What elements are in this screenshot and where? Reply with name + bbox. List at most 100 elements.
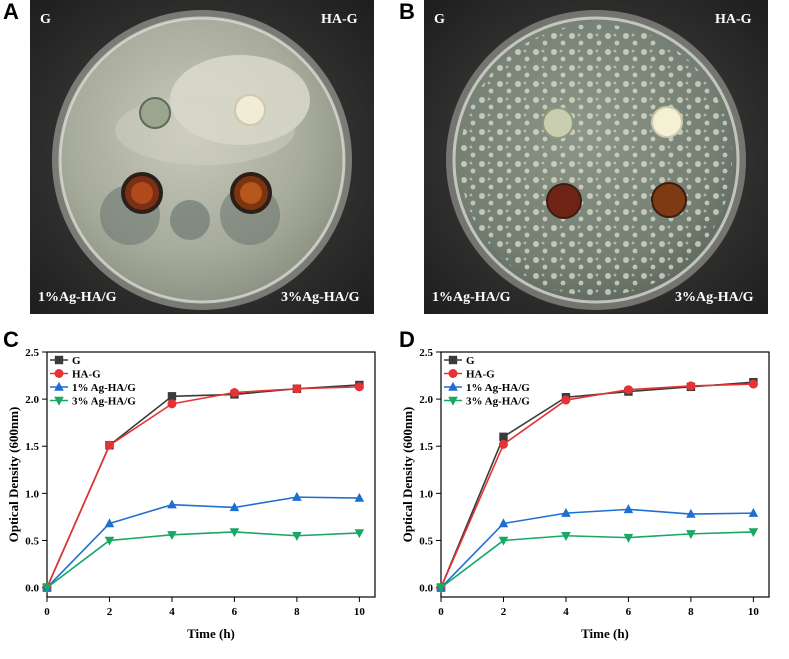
chart-c-plot-frame [46,351,376,598]
chart-c-data-point [104,440,114,450]
chart-c-x-tick-label: 4 [169,606,175,618]
chart-c-y-tick-label: 2.5 [25,347,39,359]
chart-c-data-point [292,384,302,394]
chart-c-x-tick-label: 10 [354,606,366,618]
chart-c-data-point [104,518,115,528]
panel-letter-a: A [3,0,19,24]
chart-c: 0 2 4 6 8 10 0.0 0.5 1.0 1.5 2.0 2.5 Time (h) Optical… [0,335,394,655]
chart-d-data-point [686,508,696,518]
chart-c-y-tick-label: 1.5 [25,441,39,453]
chart-c-data-point [292,532,302,541]
chart-c-legend-label: HA-G [72,369,101,381]
chart-d-x-tick-label: 4 [563,606,569,618]
chart-d-y-axis-label: Optical Density (600nm) [400,407,415,543]
chart-c-legend: G HA-G1% Ag-HA/G 3% Ag-HA/G [50,355,136,408]
label-1pct-ag-ha-g: 1%Ag-HA/G [38,290,117,305]
chart-c-data-point [229,388,239,398]
chart-d-legend: G HA-G1% Ag-HA/G 3% Ag-HA/G [444,355,530,408]
chart-d-x-tick-label: 8 [688,606,694,618]
chart-c-data-point [229,528,240,538]
chart-c-y-axis-label: Optical Density (600nm) [6,407,21,543]
label-ha-g: HA-G [715,12,752,27]
chart-d-data-point [686,381,696,391]
chart-c-x-tick-label: 0 [44,606,50,618]
chart-d-legend-marker [448,369,458,378]
chart-c-data-point [292,491,302,501]
chart-d-legend-label: 1% Ag-HA/G [466,382,530,394]
chart-d-legend-marker [448,355,458,365]
chart-d-x-axis-label: Time (h) [581,626,629,641]
petri-dish-photo-b: G HA-G 1%Ag-HA/G 3%Ag-HA/G [424,0,768,314]
chart-d-legend-marker [448,396,458,406]
chart-d-series-3 [436,528,759,593]
chart-c-legend-label: 1% Ag-HA/G [72,382,136,394]
chart-d-legend-label: HA-G [466,369,495,381]
chart-c-data-point [167,499,177,509]
chart-c-y-tick-label: 2.0 [25,394,39,406]
chart-c-data-point [167,392,177,401]
chart-c-data-point [167,399,177,409]
chart-c-x-tick-label: 8 [294,606,300,618]
chart-d-y-tick-label: 1.0 [419,488,433,500]
petri-dish-image-b [424,0,768,314]
chart-d-series-line [440,531,754,589]
chart-c-series-line [46,386,360,588]
chart-d-x-tick-label: 0 [438,606,444,618]
panel-letter-d: D [399,327,415,352]
chart-d-data-point [623,385,633,395]
chart-c-y-tick-label: 0.0 [25,583,39,595]
chart-c-legend-marker [54,355,64,365]
chart-c-legend-marker [54,396,64,406]
chart-d-data-point [561,507,571,517]
chart-d-series-line [440,508,754,589]
chart-d-plot: 0 2 4 6 8 10 0.0 0.5 1.0 1.5 2.0 2.5 Time (h) Optical… [400,347,770,641]
chart-d-y-tick-label: 2.5 [419,347,433,359]
chart-d-y-tick-label: 1.5 [419,441,433,453]
petri-dish-image-a [30,0,374,314]
chart-d-series-line [440,381,754,588]
chart-c-x-tick-label: 6 [232,606,238,618]
label-g: G [434,12,445,27]
chart-d-data-point [686,530,696,540]
label-3pct-ag-ha-g: 3%Ag-HA/G [675,290,754,305]
chart-c-data-point [354,382,364,392]
chart-d-data-point [436,583,446,593]
chart-c-y-tick-label: 1.0 [25,488,39,500]
chart-c-series-3 [42,528,365,593]
chart-c-data-point [229,502,240,512]
label-ha-g: HA-G [321,12,358,27]
chart-c-series-2 [42,491,365,592]
label-g: G [40,12,51,27]
chart-c-legend-marker [54,381,64,391]
chart-d: 0 2 4 6 8 10 0.0 0.5 1.0 1.5 2.0 2.5 Time (h) Optical… [394,335,788,655]
chart-c-series-line [46,384,360,588]
chart-c-legend-label: G [72,355,81,367]
label-1pct-ag-ha-g: 1%Ag-HA/G [432,290,511,305]
chart-d-x-tick-label: 10 [748,606,760,618]
chart-c-legend-label: 3% Ag-HA/G [72,396,136,408]
label-3pct-ag-ha-g: 3%Ag-HA/G [281,290,360,305]
chart-c-x-axis-label: Time (h) [187,626,235,641]
chart-d-data-point [561,532,571,541]
chart-d-legend-label: 3% Ag-HA/G [466,396,530,408]
chart-d-legend-marker [448,381,458,391]
chart-d-series-2 [436,504,759,592]
chart-c-plot: 0 2 4 6 8 10 0.0 0.5 1.0 1.5 2.0 2.5 Time (h) Optical… [6,347,376,641]
chart-d-data-point [499,432,508,442]
chart-d-data-point [561,395,571,405]
chart-d-data-point [748,379,758,389]
chart-d-plot-frame [440,351,770,598]
chart-d-x-tick-label: 2 [501,606,507,618]
chart-d-data-point [748,528,759,538]
petri-dish-photo-a: G HA-G 1%Ag-HA/G 3%Ag-HA/G [30,0,374,314]
chart-c-data-point [354,529,365,539]
chart-c-data-point [167,531,177,541]
chart-d-series-line [440,383,754,588]
panel-letter-b: B [399,0,415,24]
chart-c-data-point [104,536,115,546]
chart-c-x-tick-label: 2 [107,606,113,618]
chart-c-y-tick-label: 0.5 [25,535,39,547]
chart-d-series-0 [436,377,758,592]
chart-d-y-tick-label: 2.0 [419,394,433,406]
chart-d-data-point [498,518,509,528]
